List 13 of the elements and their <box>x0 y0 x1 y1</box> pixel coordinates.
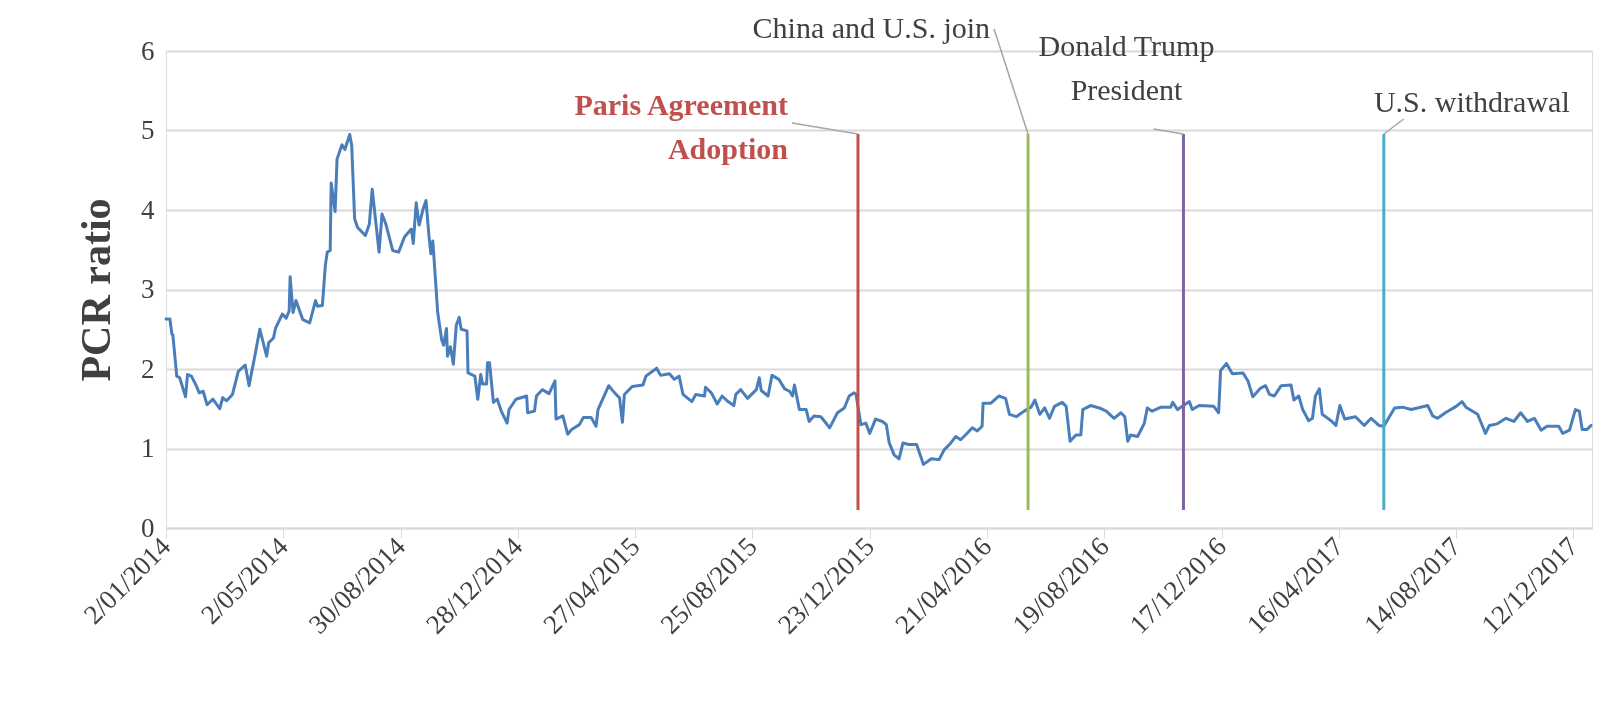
ref-line-label: Donald Trump President <box>1038 29 1215 106</box>
y-axis-title: PCR ratio <box>73 198 119 382</box>
ref-line-label: Paris Agreement Adoption <box>574 88 789 165</box>
line-series <box>164 132 1593 466</box>
y-tick-label: 5 <box>141 115 155 145</box>
ref-line-label: U.S. withdrawal <box>1373 85 1570 118</box>
ref-line-label: China and U.S. join <box>752 11 991 44</box>
y-tick-label: 4 <box>141 194 155 225</box>
y-tick-label: 1 <box>141 433 155 463</box>
y-tick-label: 2 <box>141 353 155 384</box>
y-tick-label: 0 <box>141 512 155 543</box>
y-tick-label: 6 <box>141 35 155 66</box>
y-tick-label: 3 <box>141 274 155 304</box>
